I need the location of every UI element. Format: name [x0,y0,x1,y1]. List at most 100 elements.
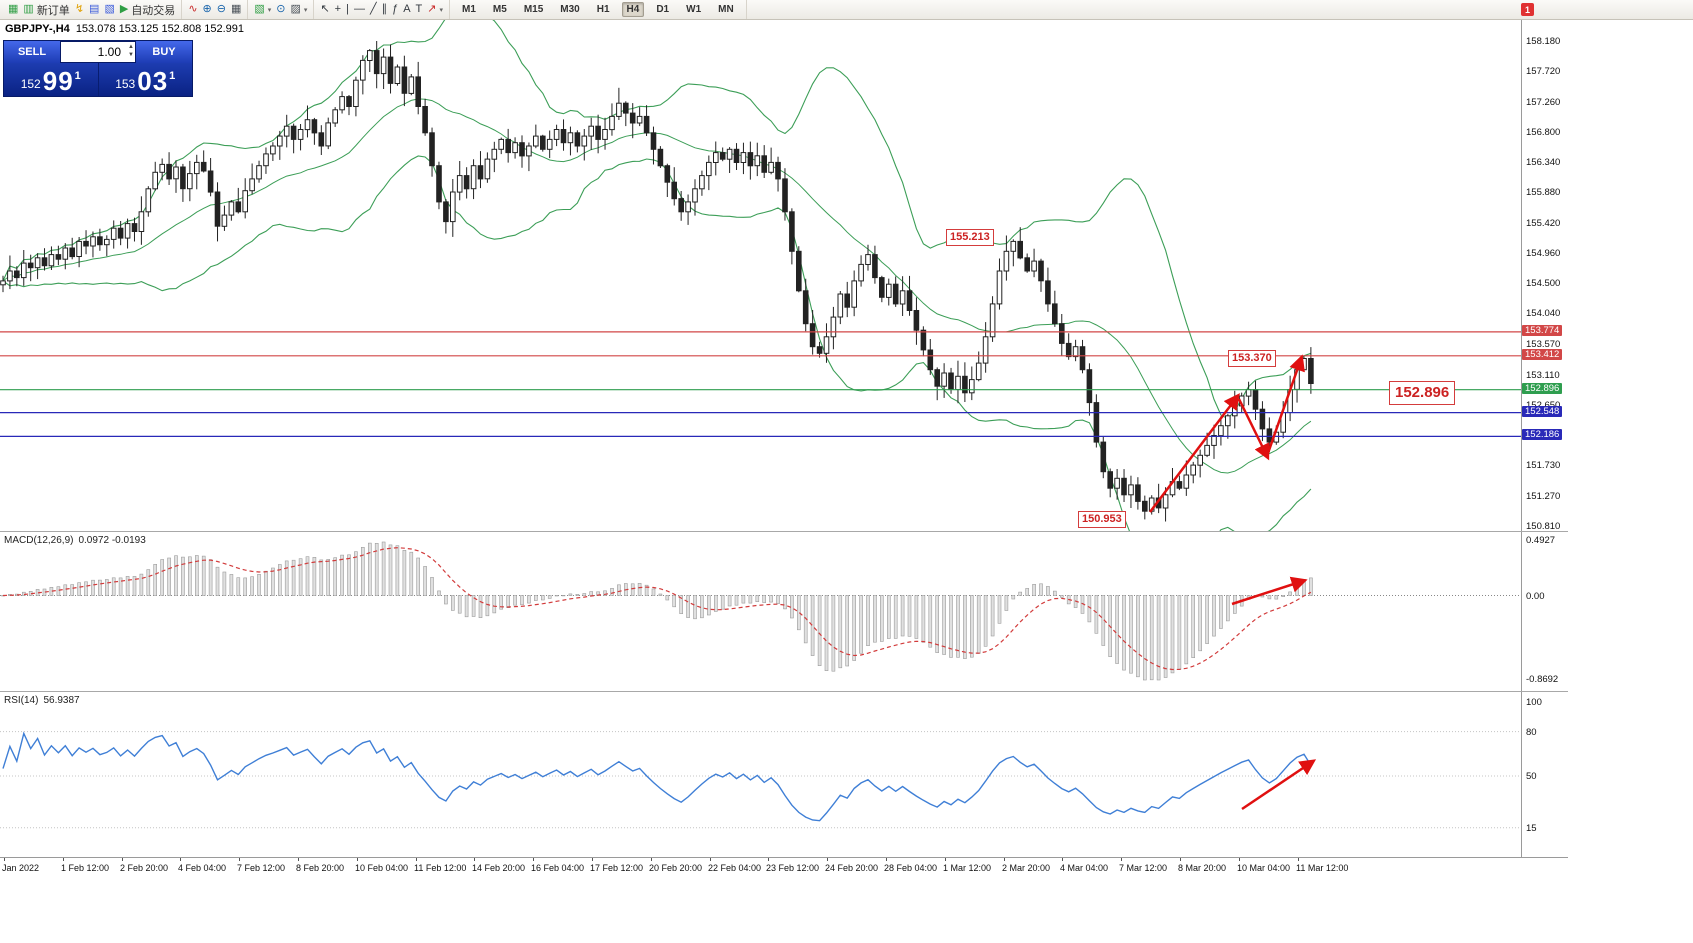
buy-price-main: 03 [137,66,169,96]
new-chart-button[interactable]: ▦ [8,4,18,15]
sell-price-button[interactable]: 152 99 1 [4,63,99,96]
main-toolbar: ▦ ▥ 新订单 ↯ ▤ ▧ ▶ 自动交易 ∿ ⊕ ⊖ ▦ ▧ ▾ ⊙ ▨ ▾ ↖ + | — ╱ ∥ ƒ A T ↗ ▾ M1 M5 M15… [0,0,1693,20]
time-axis-tick [827,858,828,861]
macd-name: MACD(12,26,9) [4,535,74,546]
time-axis-label: 1 Feb 12:00 [61,863,110,873]
toolbar-group: ↖ + | — ╱ ∥ ƒ A T ↗ ▾ [314,0,451,19]
macd-panel-canvas[interactable] [0,532,1521,691]
sell-button[interactable]: SELL [4,41,60,63]
notification-badge[interactable]: 1 [1521,3,1534,16]
time-axis-tick [1004,858,1005,861]
price-chart-canvas[interactable] [0,20,1521,531]
price-axis-label: 153.110 [1526,370,1560,381]
timeframe-mn[interactable]: MN [718,4,734,15]
buy-price-button[interactable]: 153 03 1 [99,63,193,96]
timeframe-h1[interactable]: H1 [596,4,610,15]
autotrading-button-label: 自动交易 [131,4,176,17]
data-window-button[interactable]: ▤ [89,4,99,15]
fibonacci-button[interactable]: ƒ [392,4,398,15]
sell-price-prefix: 152 [20,77,41,91]
rsi-current-value: 56.9387 [43,695,80,706]
zoom-out-button[interactable]: ⊖ [217,4,226,15]
time-axis-tick [4,858,5,861]
time-axis-tick [239,858,240,861]
buy-price-prefix: 153 [115,77,136,91]
price-axis-label: 154.040 [1526,308,1561,319]
chevron-down-icon: ▾ [267,6,272,14]
rsi-axis-label: 15 [1526,823,1537,834]
time-axis-tick [710,858,711,861]
timeframe-w1[interactable]: W1 [686,4,702,15]
cursor-icon: ↖ [320,3,330,15]
time-axis-label: 2 Feb 20:00 [120,863,169,873]
indicators-button[interactable]: ∿ [188,4,197,15]
time-axis-label: 16 Feb 04:00 [531,863,585,873]
arrows-icon: ↗ [427,3,437,15]
horizontal-line-button[interactable]: — [354,4,365,15]
vertical-line-button[interactable]: | [346,4,349,15]
trendline-button[interactable]: ╱ [370,4,377,15]
market-watch-button[interactable]: ↯ [75,4,84,15]
navigator-button[interactable]: ▧ [104,4,114,15]
price-axis-label: 154.960 [1526,248,1561,259]
macd-current-values: 0.0972 -0.0193 [78,535,146,546]
price-callout-label: 155.213 [946,229,994,246]
chart-template-button[interactable]: ▨ ▾ [291,4,308,15]
period-clock-button[interactable]: ⊙ [276,4,285,15]
timeframe-m30[interactable]: M30 [560,4,580,15]
vertical-line-icon: | [346,3,349,15]
price-axis-label: 151.730 [1526,460,1561,471]
text-button[interactable]: A [403,4,410,15]
rsi-name: RSI(14) [4,695,39,706]
volume-down-button[interactable]: ▼ [128,52,134,58]
zoom-out-icon: ⊖ [216,3,226,15]
time-axis-tick [1121,858,1122,861]
rsi-panel-canvas[interactable] [0,692,1521,857]
time-axis-label: Jan 2022 [2,863,40,873]
time-axis-tick [886,858,887,861]
time-axis-label: 11 Feb 12:00 [414,863,467,873]
zoom-in-button[interactable]: ⊕ [203,4,212,15]
new-order-button[interactable]: ▥ 新订单 [23,2,69,18]
new-chart-dropdown[interactable]: ▧ ▾ [254,4,271,15]
time-axis-label: 10 Feb 04:00 [355,863,409,873]
channel-button[interactable]: ∥ [382,4,388,15]
macd-panel-splitter[interactable] [0,531,1568,532]
rsi-panel-splitter[interactable] [0,691,1568,692]
crosshair-icon: + [334,3,342,15]
volume-input[interactable] [61,44,135,60]
label-button[interactable]: T [416,4,423,15]
chart-symbol-header: GBPJPY-,H4 153.078 153.125 152.808 152.99… [5,23,244,35]
arrows-button[interactable]: ↗ ▾ [427,4,443,15]
timeframe-m1[interactable]: M1 [462,4,476,15]
buy-button[interactable]: BUY [136,41,192,63]
crosshair-button[interactable]: + [335,4,341,15]
cursor-button[interactable]: ↖ [320,4,329,15]
autotrading-button[interactable]: ▶ 自动交易 [120,2,175,18]
timeframe-h4[interactable]: H4 [621,2,645,17]
time-axis[interactable]: Jan 2022 1 Feb 12:00 2 Feb 20:00 4 Feb 04:0… [0,857,1568,878]
price-axis: 158.180 157.720 157.260 156.800 156.340 155.8… [1522,0,1568,943]
timeframe-m15[interactable]: M15 [523,4,544,15]
timeframe-m5[interactable]: M5 [492,4,507,15]
tile-windows-button[interactable]: ▦ [231,4,241,15]
price-axis-label: 157.720 [1526,66,1561,77]
time-axis-label: 11 Mar 12:00 [1296,863,1349,873]
price-line-tag: 153.412 [1522,349,1563,360]
price-axis-label: 156.340 [1526,157,1561,168]
tile-windows-icon: ▦ [230,3,242,15]
time-axis-label: 2 Mar 20:00 [1002,863,1051,873]
time-axis-tick [416,858,417,861]
time-axis-label: 20 Feb 20:00 [649,863,703,873]
macd-axis-label: 0.4927 [1526,535,1556,546]
new-chart-icon: ▧ [254,3,265,15]
volume-up-button[interactable]: ▲ [128,44,134,50]
time-axis-tick [945,858,946,861]
toolbar-group: ▧ ▾ ⊙ ▨ ▾ [248,0,315,19]
timeframe-d1[interactable]: D1 [656,4,670,15]
time-axis-label: 8 Feb 20:00 [296,863,345,873]
time-axis-tick [122,858,123,861]
timeframe-group: M1 M5 M15 M30 H1 H4 D1 W1 MN [450,0,747,19]
time-axis-tick [474,858,475,861]
